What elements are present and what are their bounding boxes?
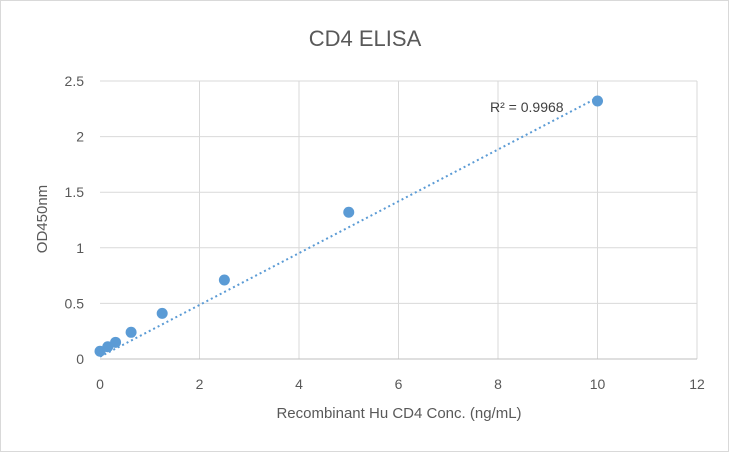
y-tick-label: 0	[76, 351, 84, 367]
data-point	[343, 206, 355, 218]
y-tick-label: 1	[76, 240, 84, 256]
chart-title: CD4 ELISA	[309, 26, 422, 51]
data-point	[156, 307, 168, 319]
y-tick-label: 2	[76, 129, 84, 145]
x-axis-label: Recombinant Hu CD4 Conc. (ng/mL)	[276, 405, 521, 422]
data-points	[94, 95, 603, 357]
trendline	[99, 96, 598, 358]
data-point	[218, 274, 230, 286]
trendline-layer	[99, 96, 598, 358]
x-tick-label: 10	[590, 376, 606, 392]
y-axis-label: OD450nm	[34, 185, 51, 253]
data-point	[125, 326, 137, 338]
x-tick-label: 2	[196, 376, 204, 392]
y-tick-label: 1.5	[65, 184, 85, 200]
r-squared-annotation: R² = 0.9968	[490, 99, 564, 115]
tick-labels: 0 2 4 6 8 10 12 0 0.5 1 1.5 2 2.5	[65, 73, 705, 392]
x-tick-label: 0	[96, 376, 104, 392]
x-tick-label: 8	[494, 376, 502, 392]
x-tick-label: 4	[295, 376, 303, 392]
x-tick-label: 6	[395, 376, 403, 392]
data-point	[592, 95, 603, 107]
y-tick-label: 2.5	[65, 73, 85, 89]
x-tick-label: 12	[689, 376, 705, 392]
grid-layer	[100, 80, 698, 360]
y-tick-label: 0.5	[65, 295, 85, 311]
data-point	[110, 336, 122, 348]
